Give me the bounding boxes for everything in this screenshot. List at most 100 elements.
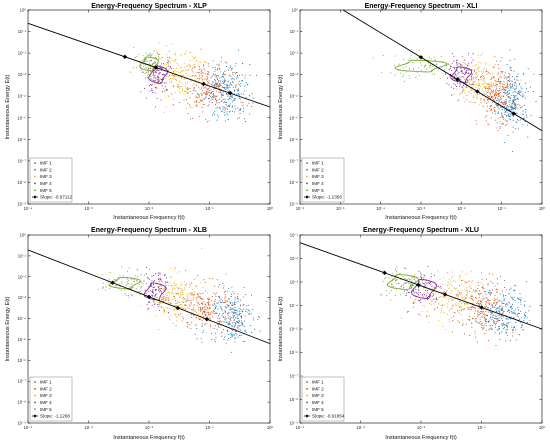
scatter-point-imf-5 (423, 282, 425, 284)
scatter-point-imf-2 (174, 267, 176, 269)
scatter-point-imf-2 (499, 310, 501, 312)
scatter-point-imf-5 (452, 66, 454, 68)
scatter-point-imf-2 (494, 100, 496, 102)
scatter-point-imf-2 (474, 333, 476, 335)
scatter-point-imf-4 (412, 289, 415, 291)
scatter-point-imf-4 (159, 291, 161, 293)
scatter-point-imf-2 (484, 93, 486, 95)
scatter-point-imf-2 (197, 94, 199, 96)
scatter-point-imf-3 (196, 292, 199, 294)
scatter-point-imf-1 (207, 70, 209, 72)
scatter-point-imf-2 (193, 304, 195, 306)
scatter-point-imf-1 (512, 119, 514, 122)
scatter-point-imf-1 (490, 97, 492, 99)
scatter-point-imf-1 (494, 315, 496, 317)
scatter-point-imf-2 (474, 318, 476, 320)
scatter-point-imf-5 (396, 266, 398, 268)
scatter-point-imf-3 (199, 67, 201, 69)
scatter-point-imf-3 (461, 308, 463, 310)
legend-label: IMF 4 (312, 181, 324, 186)
scatter-point-imf-5 (395, 270, 397, 272)
scatter-point-imf-3 (174, 309, 176, 311)
scatter-point-imf-4 (153, 300, 155, 302)
scatter-point-imf-5 (436, 299, 438, 301)
scatter-point-imf-2 (230, 320, 232, 322)
scatter-point-imf-4 (161, 73, 163, 76)
scatter-point-imf-3 (476, 98, 478, 100)
scatter-point-imf-1 (510, 86, 512, 88)
scatter-point-imf-3 (438, 286, 441, 288)
y-tick-label: 10⁻⁹ (17, 421, 26, 426)
scatter-point-imf-2 (203, 279, 205, 281)
scatter-point-imf-1 (227, 87, 229, 89)
scatter-point-imf-1 (232, 81, 234, 83)
scatter-point-imf-3 (184, 298, 187, 300)
scatter-point-imf-2 (489, 108, 491, 110)
scatter-point-imf-1 (523, 105, 525, 107)
scatter-point-imf-3 (171, 290, 173, 292)
scatter-point-imf-4 (160, 99, 162, 101)
scatter-point-imf-1 (501, 308, 503, 310)
scatter-point-imf-1 (514, 88, 516, 90)
scatter-point-imf-2 (228, 298, 230, 300)
regression-marker (122, 54, 128, 60)
scatter-point-imf-3 (458, 313, 460, 315)
legend-label: IMF 2 (40, 167, 52, 172)
scatter-point-imf-2 (231, 330, 233, 332)
scatter-point-imf-3 (160, 58, 162, 60)
scatter-point-imf-5 (138, 283, 140, 286)
scatter-point-imf-4 (422, 296, 424, 298)
scatter-point-imf-2 (501, 290, 503, 292)
scatter-point-imf-5 (102, 287, 104, 290)
scatter-point-imf-5 (128, 267, 130, 269)
scatter-point-imf-2 (501, 102, 503, 104)
scatter-point-imf-4 (167, 59, 169, 61)
scatter-point-imf-4 (143, 87, 146, 90)
scatter-point-imf-4 (462, 91, 464, 93)
trajectory-imf-4 (143, 282, 167, 301)
y-tick-label: 10⁻⁹ (289, 202, 298, 207)
scatter-point-imf-2 (220, 56, 223, 58)
scatter-point-imf-2 (492, 89, 494, 91)
scatter-point-imf-4 (161, 292, 163, 294)
scatter-point-imf-5 (135, 275, 137, 277)
scatter-point-imf-5 (146, 54, 148, 56)
scatter-point-imf-3 (167, 73, 169, 75)
scatter-point-imf-3 (475, 87, 477, 89)
scatter-point-imf-5 (157, 55, 159, 57)
scatter-point-imf-1 (234, 108, 236, 110)
scatter-point-imf-5 (128, 283, 130, 285)
scatter-point-imf-3 (498, 76, 501, 78)
scatter-point-imf-2 (478, 311, 480, 313)
scatter-point-imf-5 (402, 284, 405, 286)
scatter-point-imf-4 (154, 279, 156, 282)
scatter-point-imf-5 (403, 267, 405, 269)
scatter-point-imf-1 (495, 105, 497, 107)
scatter-point-imf-1 (214, 110, 216, 112)
scatter-point-imf-1 (226, 304, 228, 306)
scatter-point-imf-1 (232, 78, 234, 80)
scatter-point-imf-5 (108, 278, 110, 280)
scatter-point-imf-5 (385, 290, 387, 292)
x-tick-label: 10⁰ (267, 425, 274, 430)
scatter-point-imf-5 (403, 290, 406, 292)
scatter-point-imf-3 (453, 287, 455, 289)
scatter-point-imf-3 (179, 287, 181, 289)
scatter-point-imf-2 (456, 294, 458, 296)
scatter-point-imf-3 (195, 59, 197, 61)
scatter-point-imf-2 (189, 90, 191, 93)
y-tick-label: 10⁻² (290, 51, 299, 56)
scatter-point-imf-1 (513, 84, 516, 86)
scatter-point-imf-3 (455, 294, 457, 296)
legend-swatch (306, 189, 308, 192)
x-tick-label: 10⁻⁴ (296, 425, 305, 430)
scatter-point-imf-1 (493, 302, 495, 304)
scatter-point-imf-1 (244, 85, 246, 87)
scatter-point-imf-3 (192, 106, 194, 109)
scatter-point-imf-2 (485, 321, 487, 323)
scatter-point-imf-1 (233, 99, 235, 101)
scatter-point-imf-2 (482, 308, 484, 311)
scatter-point-imf-3 (181, 89, 184, 91)
scatter-point-imf-1 (213, 308, 215, 310)
scatter-point-imf-2 (485, 71, 487, 73)
